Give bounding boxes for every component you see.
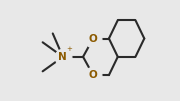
Text: O: O xyxy=(89,70,98,80)
Text: N: N xyxy=(58,52,67,62)
Text: +: + xyxy=(66,46,72,52)
Text: O: O xyxy=(89,34,98,44)
